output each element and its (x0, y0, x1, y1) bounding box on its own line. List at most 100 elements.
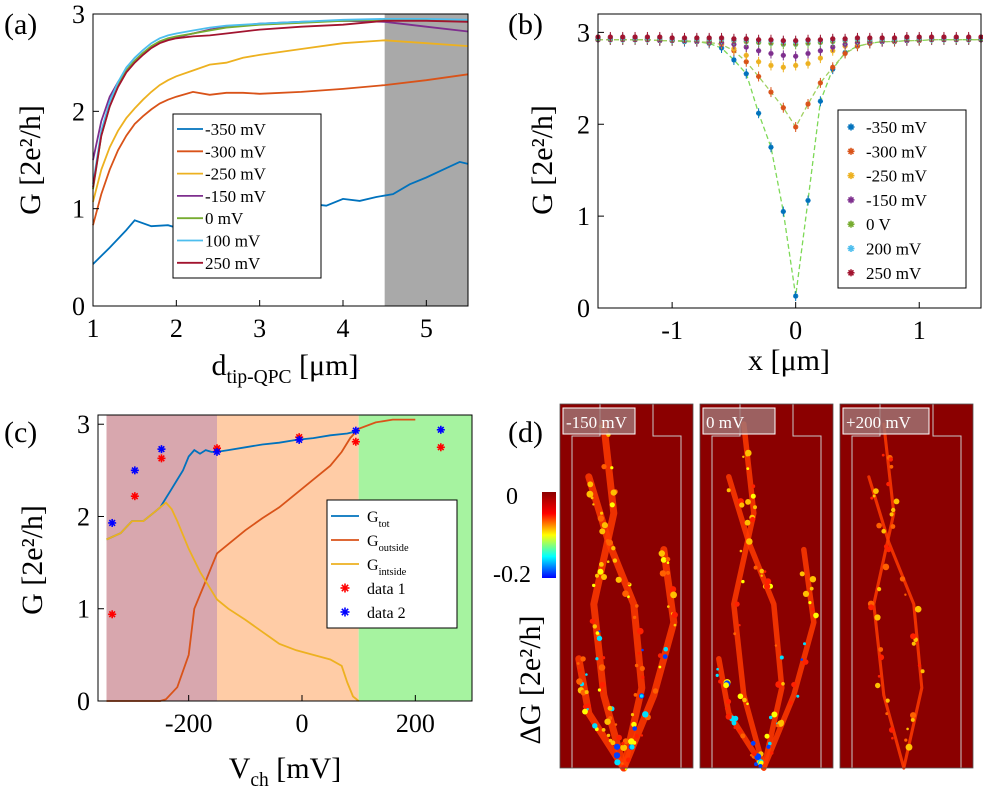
heatmap-frame (839, 403, 974, 769)
b-xtick-label: -1 (661, 316, 683, 345)
a-xtick-label: 1 (87, 314, 100, 343)
star-stroke (768, 89, 774, 95)
a-series-line-4 (92, 18, 469, 190)
heatmap-spot (733, 632, 737, 636)
heatmap-spot (745, 499, 751, 505)
a-xtick-label: 4 (337, 314, 350, 343)
heatmap-spot (662, 654, 668, 659)
b-legend-marker-3 (847, 196, 855, 204)
heatmap-spot (796, 694, 800, 698)
b-data-point (706, 35, 712, 41)
b-fit-line-1 (598, 39, 981, 129)
heatmap-spot (881, 528, 886, 534)
heatmap-spot (627, 582, 631, 586)
b-data-point (768, 89, 774, 95)
star-stroke (780, 209, 786, 214)
b-legend-label-3: -150 mV (866, 191, 928, 210)
heatmap-spot (724, 707, 728, 710)
heatmap-spot (601, 464, 607, 470)
heatmap-spot (671, 611, 678, 619)
heatmap-spot (886, 481, 891, 487)
heatmap-spot (613, 752, 621, 759)
c-data-point (108, 518, 117, 527)
b-ylabel: G [2e²/h] (526, 105, 559, 215)
a-panel-label: (a) (4, 8, 37, 41)
heatmap-spot (888, 727, 895, 733)
heatmap-spot (802, 590, 810, 598)
heatmap-spot (611, 546, 616, 551)
heatmap-spot (751, 484, 756, 489)
b-data-point (793, 53, 799, 59)
heatmap-spot (766, 744, 771, 749)
heatmap-spot (607, 705, 613, 711)
a-xtick-label: 5 (420, 314, 433, 343)
heatmap-branch (620, 546, 678, 772)
star-stroke (607, 34, 613, 40)
heatmap-spot (606, 560, 610, 563)
star-stroke (830, 44, 836, 50)
b-xlabel: x [μm] (748, 344, 830, 377)
c-ylabel: G [2e²/h] (16, 505, 49, 615)
b-data-point (756, 37, 762, 43)
c-series-line-2 (106, 501, 360, 702)
b-legend-marker-1 (847, 147, 855, 155)
b-xtick-label: 1 (913, 316, 926, 345)
b-data-point (718, 35, 725, 41)
b-data-point (620, 34, 626, 40)
heatmap-spot (599, 562, 604, 567)
star-stroke (352, 438, 360, 446)
panel-b: -1 0 1 0 1 2 3 (b) G [2e²/h] x [μm] -350 mV -300 mV… (508, 8, 983, 377)
b-data-point (743, 59, 749, 65)
a-series-line-2 (92, 39, 469, 203)
heatmap-branch (716, 656, 767, 771)
c-region-0 (106, 415, 217, 701)
heatmap-spot (596, 635, 603, 642)
d-panel-label: (d) (508, 416, 543, 449)
heatmap-spot (610, 466, 614, 470)
heatmap-spot (637, 627, 644, 635)
b-data-point (632, 34, 638, 40)
a-series-line-6 (92, 19, 469, 188)
b-legend-box (837, 109, 967, 289)
a-ytick-label: 1 (72, 195, 85, 224)
heatmap-spot (608, 738, 613, 743)
heatmap-spot (771, 711, 778, 718)
b-data-point (830, 64, 836, 70)
heatmap-label-0: -150 mV (566, 413, 628, 432)
star-stroke (341, 584, 349, 592)
heatmap-label-box (702, 407, 776, 435)
b-data-point (731, 57, 737, 63)
heatmap-spot (612, 558, 618, 563)
heatmap-spot (621, 741, 625, 746)
star-stroke (768, 144, 774, 150)
heatmap-spot (614, 759, 621, 766)
heatmap-spot (578, 669, 582, 672)
heatmap-spot (597, 568, 604, 575)
heatmap-spot (602, 656, 606, 660)
heatmap-spot (616, 734, 622, 741)
star-stroke (731, 57, 737, 63)
star-stroke (780, 105, 786, 111)
c-xtick-label: -200 (165, 709, 213, 738)
heatmap-spot (910, 717, 915, 722)
heatmap-spot (746, 702, 749, 706)
heatmap-spot (809, 576, 817, 583)
heatmap-spot (781, 682, 785, 686)
heatmap-spot (774, 644, 778, 647)
heatmap-spot (881, 453, 885, 457)
b-data-point (644, 34, 651, 40)
star-stroke (756, 110, 762, 116)
heatmap-spot (911, 641, 916, 646)
star-stroke (131, 492, 139, 500)
b-data-point (953, 34, 959, 40)
b-panel-label: (b) (508, 8, 543, 41)
c-ytick-label: 0 (77, 687, 90, 716)
b-data-point (657, 34, 663, 40)
star-stroke (966, 34, 972, 40)
heatmap-spot (800, 658, 803, 661)
a-legend-label-5: 100 mV (205, 232, 261, 251)
a-ytick-label: 3 (72, 0, 85, 29)
heatmap-spot (917, 663, 922, 668)
star-stroke (793, 53, 799, 59)
